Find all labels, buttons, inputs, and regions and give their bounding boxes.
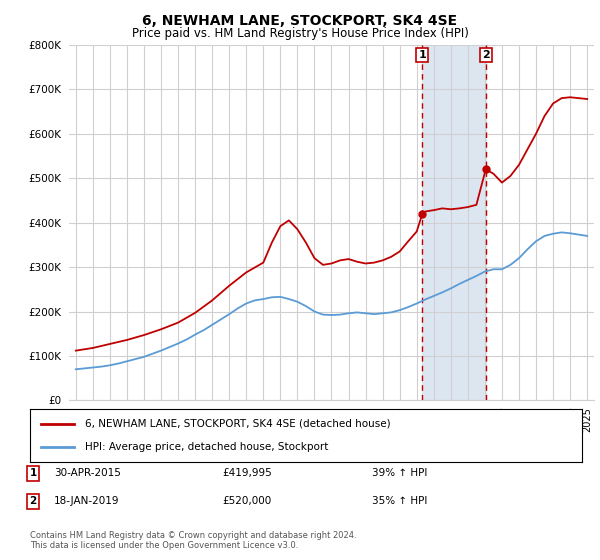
Text: £419,995: £419,995 — [222, 468, 272, 478]
Text: 6, NEWHAM LANE, STOCKPORT, SK4 4SE: 6, NEWHAM LANE, STOCKPORT, SK4 4SE — [142, 14, 458, 28]
Text: 1: 1 — [29, 468, 37, 478]
Text: 39% ↑ HPI: 39% ↑ HPI — [372, 468, 427, 478]
Text: £520,000: £520,000 — [222, 496, 271, 506]
Text: 2: 2 — [29, 496, 37, 506]
Text: 30-APR-2015: 30-APR-2015 — [54, 468, 121, 478]
Text: 2: 2 — [482, 50, 490, 60]
Text: 35% ↑ HPI: 35% ↑ HPI — [372, 496, 427, 506]
Text: 18-JAN-2019: 18-JAN-2019 — [54, 496, 119, 506]
Text: 1: 1 — [418, 50, 426, 60]
Bar — [422, 45, 486, 400]
Text: HPI: Average price, detached house, Stockport: HPI: Average price, detached house, Stoc… — [85, 442, 329, 452]
Text: Contains HM Land Registry data © Crown copyright and database right 2024.
This d: Contains HM Land Registry data © Crown c… — [30, 531, 356, 550]
Text: Price paid vs. HM Land Registry's House Price Index (HPI): Price paid vs. HM Land Registry's House … — [131, 27, 469, 40]
Text: 6, NEWHAM LANE, STOCKPORT, SK4 4SE (detached house): 6, NEWHAM LANE, STOCKPORT, SK4 4SE (deta… — [85, 419, 391, 429]
